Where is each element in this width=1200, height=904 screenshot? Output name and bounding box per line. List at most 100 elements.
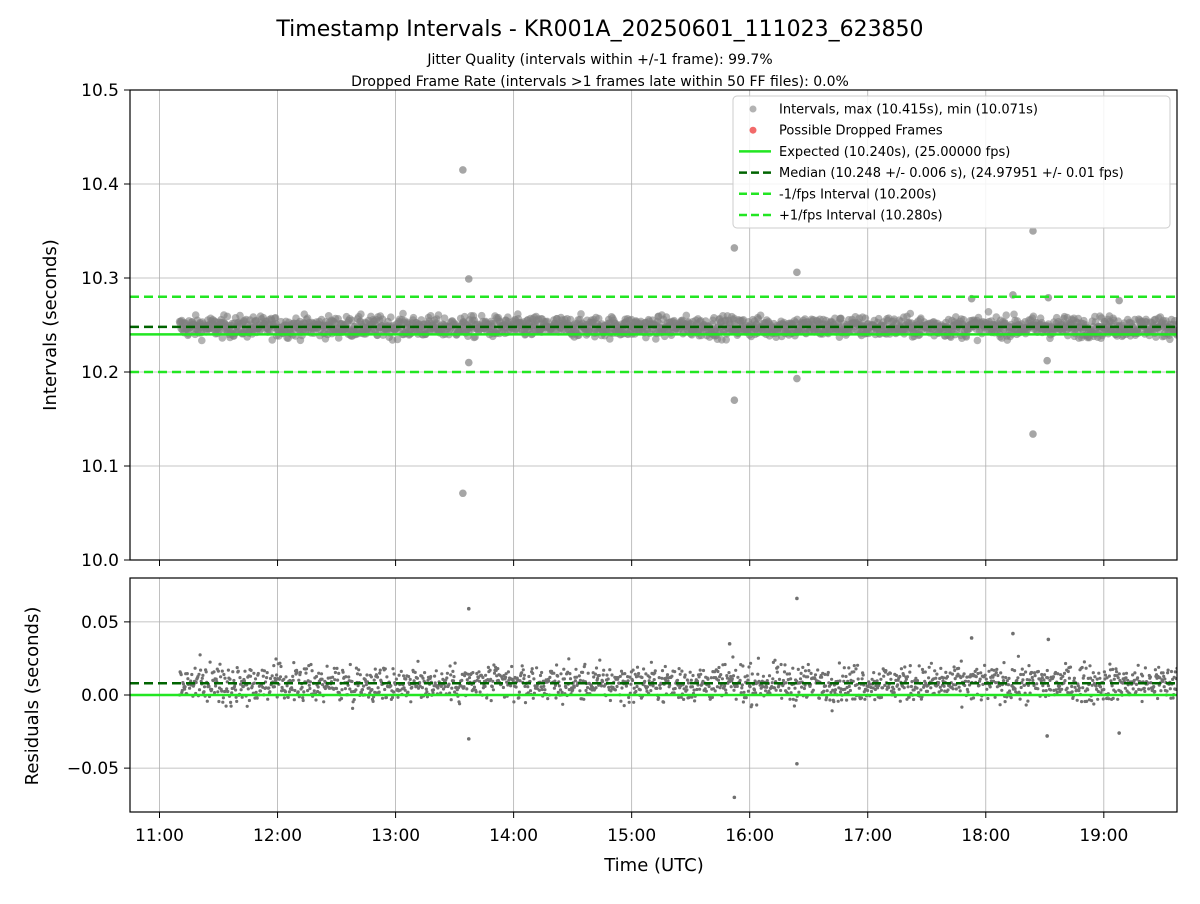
residual-point	[502, 695, 507, 699]
residual-point	[1088, 676, 1093, 680]
residual-point	[268, 690, 272, 694]
residual-point	[333, 670, 337, 675]
residual-point	[355, 672, 360, 676]
residual-point	[1091, 678, 1095, 683]
residual-point	[416, 659, 420, 663]
residual-outlier-point	[795, 596, 799, 601]
residual-point	[489, 677, 493, 682]
residual-point	[316, 685, 320, 689]
residual-point	[782, 670, 787, 674]
residual-point	[953, 668, 957, 673]
residual-point	[626, 679, 630, 683]
residual-point	[433, 674, 437, 678]
residual-point	[273, 676, 277, 680]
residual-point	[653, 669, 657, 673]
residual-point	[520, 671, 524, 675]
residual-point	[362, 684, 366, 688]
residual-point	[873, 698, 877, 702]
legend-marker-dropped	[749, 126, 757, 134]
residual-point	[623, 672, 627, 676]
residual-point	[573, 679, 578, 683]
interval-outlier-point	[459, 489, 467, 498]
residual-point	[1015, 678, 1019, 683]
residual-point	[354, 666, 358, 670]
residual-point	[492, 671, 497, 675]
residual-point	[199, 668, 203, 672]
residual-point	[475, 671, 479, 676]
residual-point	[1080, 665, 1084, 670]
residual-point	[877, 672, 881, 676]
residual-point	[421, 676, 425, 680]
residual-point	[963, 683, 967, 688]
residual-point	[690, 695, 694, 699]
residual-point	[784, 681, 788, 685]
residual-point	[966, 690, 970, 694]
residual-point	[813, 677, 817, 681]
interval-outlier-point	[464, 358, 473, 367]
residual-point	[1021, 672, 1025, 677]
residual-point	[741, 700, 746, 704]
residual-point	[295, 670, 299, 675]
residual-point	[243, 669, 247, 673]
residual-point	[619, 699, 623, 703]
residual-point	[785, 672, 789, 676]
residual-point	[208, 660, 212, 664]
residual-point	[1140, 699, 1144, 704]
residual-point	[698, 668, 702, 672]
residual-point	[648, 675, 652, 679]
residual-point	[679, 695, 683, 699]
residual-point	[1126, 678, 1130, 682]
residual-point	[596, 676, 600, 681]
residual-point	[1103, 673, 1108, 677]
residual-point	[1007, 676, 1011, 681]
residual-point	[235, 666, 239, 670]
residual-point	[1024, 670, 1028, 674]
residual-point	[1030, 670, 1034, 675]
residual-point	[568, 677, 573, 681]
residual-point	[631, 668, 635, 672]
residual-point	[402, 674, 406, 678]
residual-point	[857, 686, 861, 690]
residual-point	[937, 681, 941, 685]
residual-point	[925, 689, 930, 694]
residual-point	[383, 687, 387, 692]
residual-point	[1146, 681, 1150, 685]
top-frame	[129, 89, 1178, 561]
residual-point	[939, 666, 943, 671]
residual-point	[1057, 684, 1062, 688]
residual-point	[1163, 677, 1167, 681]
interval-point	[1166, 335, 1174, 344]
residual-point	[1171, 696, 1175, 700]
residual-point	[441, 677, 445, 682]
residual-point	[803, 669, 808, 673]
residual-point	[853, 697, 857, 701]
residual-point	[1110, 684, 1114, 688]
interval-point	[682, 311, 691, 320]
residual-point	[912, 697, 916, 702]
residual-point	[443, 685, 447, 689]
residual-point	[214, 684, 218, 688]
residual-point	[336, 678, 340, 682]
residual-point	[594, 666, 599, 670]
residual-point	[183, 685, 187, 689]
residual-point	[358, 673, 362, 677]
residual-point	[822, 689, 826, 693]
residual-point	[983, 663, 987, 668]
residual-point	[571, 688, 575, 692]
residual-point	[601, 679, 605, 684]
residual-point	[512, 700, 516, 704]
residual-point	[1060, 687, 1064, 691]
residual-point	[505, 680, 509, 684]
residual-point	[323, 686, 327, 691]
residual-point	[212, 691, 217, 695]
residual-point	[899, 667, 904, 671]
residual-point	[1101, 697, 1105, 701]
residual-point	[447, 682, 451, 686]
residual-point	[312, 689, 316, 693]
residual-point	[594, 686, 598, 690]
residual-point	[409, 700, 413, 704]
residual-point	[1159, 689, 1163, 693]
interval-outlier-point	[1115, 296, 1123, 305]
residual-point	[1161, 671, 1165, 675]
residual-point	[488, 668, 492, 672]
